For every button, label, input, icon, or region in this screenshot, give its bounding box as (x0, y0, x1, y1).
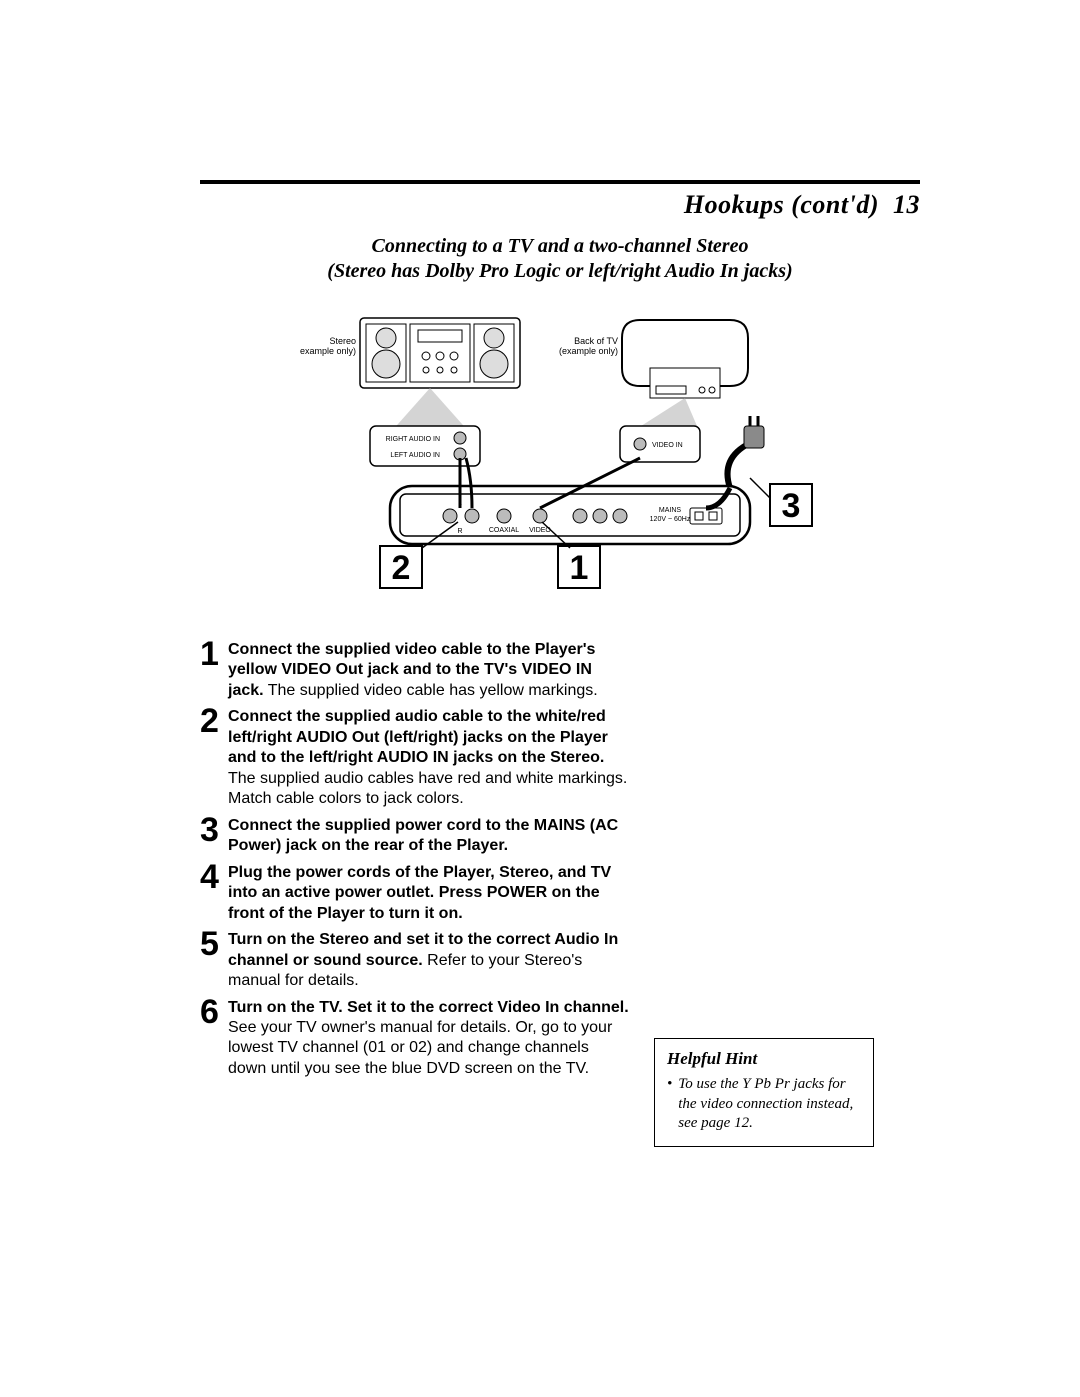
step-rest: See your TV owner's manual for details. … (228, 1019, 612, 1077)
stereo-label-1: Stereo (329, 336, 356, 346)
step-body: Connect the supplied power cord to the M… (228, 814, 630, 857)
callout-2: 2 (392, 549, 411, 587)
step-number: 3 (200, 814, 222, 857)
step-item: 2 Connect the supplied audio cable to th… (200, 705, 630, 809)
subtitle-line-2: (Stereo has Dolby Pro Logic or left/righ… (200, 259, 920, 284)
helpful-hint-box: Helpful Hint • To use the Y Pb Pr jacks … (654, 1038, 874, 1147)
subtitle-line-1: Connecting to a TV and a two-channel Ste… (200, 234, 920, 259)
hint-body: • To use the Y Pb Pr jacks for the video… (667, 1075, 861, 1134)
header-title: Hookups (cont'd) (684, 190, 879, 219)
page-header: Hookups (cont'd) 13 (200, 190, 920, 220)
step-number: 4 (200, 861, 222, 924)
step-item: 3 Connect the supplied power cord to the… (200, 814, 630, 857)
hint-column: Helpful Hint • To use the Y Pb Pr jacks … (654, 1038, 874, 1147)
step-body: Connect the supplied video cable to the … (228, 638, 630, 701)
hint-text: To use the Y Pb Pr jacks for the video c… (678, 1075, 861, 1134)
step-body: Connect the supplied audio cable to the … (228, 705, 630, 809)
content-row: 1 Connect the supplied video cable to th… (200, 638, 920, 1147)
left-audio-in-label: LEFT AUDIO IN (390, 452, 440, 459)
mains-label: MAINS (659, 507, 682, 514)
step-body: Plug the power cords of the Player, Ster… (228, 861, 630, 924)
tv-label-1: Back of TV (574, 336, 618, 346)
step-rest: The supplied video cable has yellow mark… (264, 682, 598, 699)
step-item: 4 Plug the power cords of the Player, St… (200, 861, 630, 924)
hint-bullet: • (667, 1075, 672, 1134)
tv-label-2: (example only) (559, 346, 618, 356)
video-in-label: VIDEO IN (652, 442, 683, 449)
step-bold: Turn on the TV. Set it to the correct Vi… (228, 999, 629, 1016)
step-item: 6 Turn on the TV. Set it to the correct … (200, 996, 630, 1080)
stereo-label-2: (example only) (300, 346, 356, 356)
step-number: 6 (200, 996, 222, 1080)
coaxial-label: COAXIAL (489, 527, 519, 534)
step-body: Turn on the Stereo and set it to the cor… (228, 928, 630, 991)
step-bold: Connect the supplied audio cable to the … (228, 708, 608, 766)
page-number: 13 (893, 190, 920, 219)
step-item: 1 Connect the supplied video cable to th… (200, 638, 630, 701)
hookup-diagram: Stereo (example only) Back of TV (exampl… (300, 308, 820, 598)
manual-page: Hookups (cont'd) 13 Connecting to a TV a… (0, 0, 1080, 1397)
r-label: R (457, 528, 462, 535)
page-subtitle: Connecting to a TV and a two-channel Ste… (200, 234, 920, 284)
mains-v-label: 120V ~ 60Hz (650, 516, 691, 523)
callout-3: 3 (782, 487, 801, 525)
step-body: Turn on the TV. Set it to the correct Vi… (228, 996, 630, 1080)
hint-title: Helpful Hint (667, 1049, 861, 1069)
step-number: 1 (200, 638, 222, 701)
step-item: 5 Turn on the Stereo and set it to the c… (200, 928, 630, 991)
step-bold: Connect the supplied power cord to the M… (228, 817, 618, 854)
steps-list: 1 Connect the supplied video cable to th… (200, 638, 630, 1083)
callout-1: 1 (570, 549, 589, 587)
step-number: 5 (200, 928, 222, 991)
step-number: 2 (200, 705, 222, 809)
right-audio-in-label: RIGHT AUDIO IN (386, 436, 440, 443)
header-rule (200, 180, 920, 184)
step-rest: The supplied audio cables have red and w… (228, 770, 627, 807)
step-bold: Plug the power cords of the Player, Ster… (228, 864, 611, 922)
